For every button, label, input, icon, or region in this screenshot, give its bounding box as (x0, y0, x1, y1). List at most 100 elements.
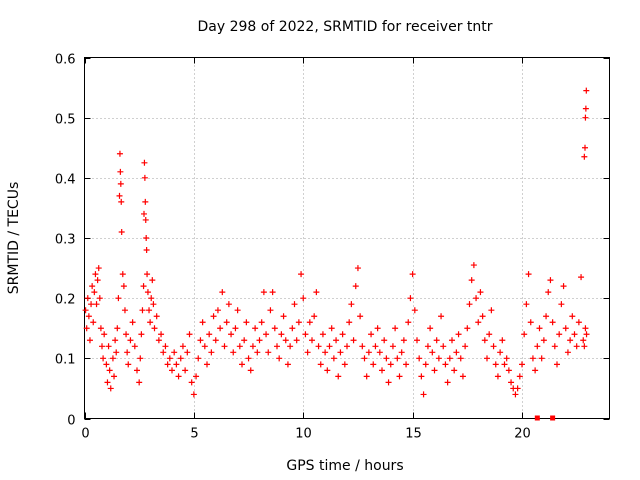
x-axis-label: GPS time / hours (286, 458, 403, 474)
data-point (144, 271, 151, 278)
data-point (276, 355, 283, 362)
data-point (583, 331, 590, 338)
data-point (396, 373, 403, 380)
data-point (252, 325, 259, 332)
data-point (582, 114, 589, 121)
data-point (117, 180, 124, 187)
data-point (271, 325, 278, 332)
data-point (547, 277, 554, 284)
data-point (311, 313, 318, 320)
data-point (234, 307, 241, 314)
axis-ticks: 0 5 10 15 20 0 0.1 0.2 0.3 0.4 0.5 0.6 (55, 53, 610, 442)
data-point (293, 337, 300, 344)
data-point (141, 159, 148, 166)
data-point (446, 355, 453, 362)
data-point (357, 313, 364, 320)
data-point (508, 379, 515, 386)
data-point (236, 343, 243, 350)
data-point (139, 307, 146, 314)
data-point (193, 373, 200, 380)
data-point (322, 349, 329, 356)
data-point (241, 337, 248, 344)
data-point (383, 355, 390, 362)
data-point (125, 361, 132, 368)
data-point (109, 355, 116, 362)
data-point (124, 349, 131, 356)
data-point (118, 198, 125, 205)
data-point (267, 307, 274, 314)
data-point (249, 343, 256, 350)
data-point (389, 343, 396, 350)
data-point (484, 355, 490, 362)
data-point (149, 277, 156, 284)
data-point (387, 361, 394, 368)
data-point (208, 349, 215, 356)
data-point (400, 337, 407, 344)
data-point (134, 367, 140, 374)
y-tick-label: 0.5 (55, 113, 76, 128)
data-point (326, 343, 333, 350)
data-point (442, 361, 449, 368)
data-point (374, 325, 381, 332)
data-point (582, 105, 589, 112)
data-point (348, 301, 355, 308)
data-point (82, 307, 89, 314)
data-point (304, 349, 311, 356)
data-point (582, 325, 589, 332)
data-point (567, 337, 574, 344)
data-point (291, 301, 298, 308)
data-point (562, 325, 569, 332)
data-point (199, 319, 206, 326)
y-tick-label: 0.1 (55, 353, 76, 368)
data-point (138, 331, 145, 338)
data-point (184, 349, 191, 356)
data-point (166, 355, 173, 362)
axis-marker (534, 415, 540, 421)
data-point (468, 277, 475, 284)
data-point (298, 271, 305, 278)
data-point (104, 379, 111, 386)
data-point (514, 385, 521, 392)
data-point (88, 301, 95, 308)
data-point (114, 325, 121, 332)
y-tick-label: 0 (67, 414, 75, 429)
data-point (182, 367, 189, 374)
data-point (575, 319, 582, 326)
data-point (341, 361, 348, 368)
data-point (392, 325, 399, 332)
data-point (119, 271, 126, 278)
data-point (503, 355, 510, 362)
data-point (127, 337, 134, 344)
data-point (394, 355, 401, 362)
data-point (99, 343, 105, 350)
data-point (204, 361, 210, 368)
data-point (269, 289, 276, 296)
data-point (580, 337, 587, 344)
data-point (91, 289, 98, 296)
data-point (131, 343, 138, 350)
data-point (146, 307, 153, 314)
data-point (571, 331, 578, 338)
data-point (420, 391, 427, 398)
data-point (153, 313, 160, 320)
data-point (219, 289, 226, 296)
data-point (223, 319, 230, 326)
data-point (560, 283, 567, 290)
data-point (306, 319, 313, 326)
data-point (247, 367, 254, 374)
axis-marker (550, 415, 556, 421)
x-tick-label: 20 (514, 427, 531, 442)
data-point (228, 331, 235, 338)
data-point (158, 331, 165, 338)
data-point (403, 361, 410, 368)
data-point (177, 355, 184, 362)
data-point (186, 331, 193, 338)
data-point (137, 355, 144, 362)
data-point (490, 343, 497, 350)
data-point (86, 337, 93, 344)
data-point (147, 319, 154, 326)
x-tick-label: 0 (81, 427, 89, 442)
data-point (107, 385, 114, 392)
data-point (333, 337, 340, 344)
